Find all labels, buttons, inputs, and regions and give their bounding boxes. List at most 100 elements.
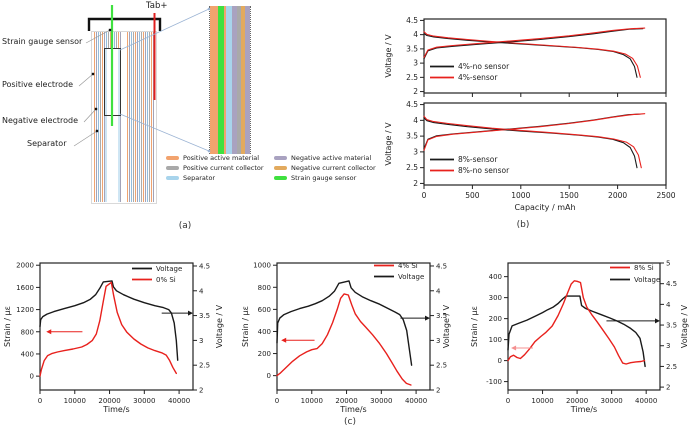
enlarged-layer-stripe [210, 6, 218, 154]
svg-text:400: 400 [489, 273, 502, 281]
svg-text:Voltage: Voltage [634, 276, 660, 284]
svg-text:4.5: 4.5 [436, 262, 447, 270]
svg-text:4: 4 [199, 287, 204, 295]
series-8-si-strain [507, 280, 646, 365]
svg-text:3.5: 3.5 [436, 312, 447, 320]
svg-text:8%-sensor: 8%-sensor [458, 155, 498, 164]
series-voltage [507, 295, 646, 368]
svg-text:2500: 2500 [656, 191, 675, 200]
svg-text:30000: 30000 [370, 397, 392, 405]
svg-text:3: 3 [199, 337, 203, 345]
svg-text:2: 2 [436, 387, 440, 395]
svg-text:2: 2 [199, 387, 203, 395]
svg-text:2000: 2000 [16, 262, 34, 270]
legend-item: Separator [166, 173, 215, 182]
svg-text:30000: 30000 [133, 397, 155, 405]
layer-stripe [99, 32, 100, 202]
legend-label: Strain gauge sensor [291, 173, 357, 182]
svg-text:3: 3 [413, 59, 418, 68]
svg-text:8% Si: 8% Si [634, 264, 654, 272]
layer-stack-right [127, 32, 154, 202]
svg-text:30000: 30000 [600, 397, 622, 405]
caption-a: (a) [178, 221, 192, 231]
svg-text:Time/s: Time/s [570, 405, 597, 414]
legend-item: Positive current collector [166, 163, 264, 172]
svg-text:2: 2 [666, 384, 670, 392]
svg-text:2.5: 2.5 [199, 362, 210, 370]
svg-text:Voltage / V: Voltage / V [680, 304, 689, 348]
chart-c2: 0 10000 20000 30000 40000 0 200 400 600 800 1000 2 2… [241, 262, 451, 414]
chart-c1: 0 10000 20000 30000 40000 0 400 800 1200 1600 2000… [3, 262, 224, 414]
label-separator: Separator [27, 139, 67, 148]
svg-text:Voltage / V: Voltage / V [384, 34, 393, 78]
svg-text:0: 0 [30, 373, 34, 381]
chart-b-top: 2 2.5 3 3.5 4 4.5 Voltage / V 4%-no sensor 4%-se… [384, 16, 667, 97]
layer-stripe [97, 32, 98, 202]
svg-text:4: 4 [666, 301, 671, 309]
svg-text:5: 5 [666, 260, 670, 268]
label-strain-gauge-sensor: Strain gauge sensor [2, 37, 83, 46]
layer-stripe [96, 32, 97, 202]
svg-text:3.5: 3.5 [666, 322, 677, 330]
svg-text:Time/s: Time/s [339, 405, 366, 414]
legend-label: Positive current collector [183, 163, 264, 172]
svg-text:0: 0 [275, 397, 279, 405]
svg-text:3.5: 3.5 [406, 44, 418, 53]
svg-text:300: 300 [489, 294, 502, 302]
svg-text:20000: 20000 [98, 397, 120, 405]
svg-text:1000: 1000 [253, 262, 271, 270]
svg-text:Strain / με: Strain / με [3, 306, 12, 347]
caption-c: (c) [344, 417, 356, 427]
series-voltage [276, 280, 413, 366]
svg-text:3: 3 [413, 147, 418, 156]
svg-text:4%-sensor: 4%-sensor [458, 73, 498, 82]
svg-text:Strain / με: Strain / με [241, 306, 250, 347]
svg-text:2.5: 2.5 [666, 363, 677, 371]
svg-text:2: 2 [413, 179, 418, 188]
chart-c3: 0 10000 20000 30000 40000 -100 0 100 200 300 400 2 2… [470, 260, 689, 415]
svg-text:20000: 20000 [566, 397, 588, 405]
svg-text:4% Si: 4% Si [398, 262, 418, 270]
svg-text:4%-no sensor: 4%-no sensor [458, 62, 510, 71]
svg-text:0: 0 [38, 397, 42, 405]
svg-text:600: 600 [258, 306, 271, 314]
svg-text:0: 0 [422, 191, 427, 200]
legend-swatch [166, 155, 179, 160]
caption-b: (b) [516, 220, 530, 230]
chart-b-bottom: 0 500 1000 1500 2000 2500 2 2.5 3 3.5 4 4.5 Voltage … [384, 100, 676, 212]
svg-text:3: 3 [666, 342, 670, 350]
svg-text:3.5: 3.5 [406, 132, 418, 141]
series-4-sensor-discharge [423, 31, 641, 78]
svg-text:20000: 20000 [335, 397, 357, 405]
series-voltage [39, 280, 179, 361]
svg-text:2: 2 [413, 87, 418, 96]
svg-text:2.5: 2.5 [406, 163, 418, 172]
series-4-sensor-charge [423, 27, 646, 58]
layer-stripe [100, 32, 101, 202]
svg-text:1000: 1000 [511, 191, 530, 200]
series-0-si-strain [39, 281, 178, 377]
layer-stripe [153, 32, 154, 202]
svg-text:8%-no sensor: 8%-no sensor [458, 166, 510, 175]
svg-text:4: 4 [436, 287, 441, 295]
svg-text:Voltage: Voltage [156, 265, 182, 273]
svg-text:2.5: 2.5 [436, 362, 447, 370]
legend-item: Positive active material [166, 153, 259, 162]
enlarged-layer-stack [209, 6, 251, 154]
svg-text:800: 800 [21, 328, 34, 336]
svg-text:4.5: 4.5 [406, 100, 418, 109]
layer-stripe [104, 32, 105, 202]
legend-label: Positive active material [183, 153, 260, 162]
zoom-region-outline [104, 48, 121, 116]
legend-swatch [166, 165, 179, 170]
svg-text:Voltage: Voltage [398, 273, 424, 281]
svg-text:4.5: 4.5 [666, 280, 677, 288]
enlarged-layer-stripe [232, 6, 237, 154]
series-4-si-strain [276, 293, 412, 386]
svg-text:Time/s: Time/s [102, 405, 129, 414]
series-4-no-sensor-charge [423, 28, 644, 60]
svg-text:100: 100 [489, 336, 502, 344]
legend-label: Negative active material [291, 153, 372, 162]
